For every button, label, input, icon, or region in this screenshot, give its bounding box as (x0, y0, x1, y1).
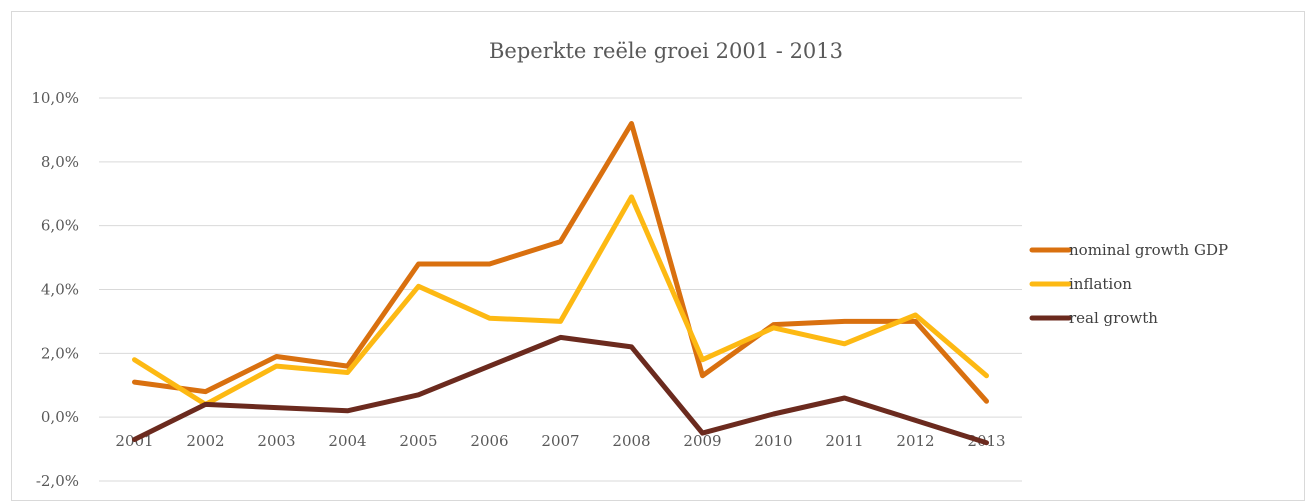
legend-label: nominal growth GDP (1069, 241, 1228, 259)
legend-label: real growth (1069, 309, 1158, 327)
series-line-1 (132, 194, 989, 407)
x-tick-label: 2005 (399, 432, 437, 450)
y-tick-label: -2,0% (36, 472, 79, 490)
x-tick-label: 2010 (754, 432, 792, 450)
x-tick-label: 2009 (683, 432, 721, 450)
gridlines (99, 97, 1022, 482)
series-lines (132, 121, 989, 446)
y-tick-label: 8,0% (41, 153, 79, 171)
x-axis-ticks: 2001 2002 2003 2004 2005 2006 2007 2008 2009 2010… (115, 432, 1005, 450)
x-tick-label: 2006 (470, 432, 508, 450)
x-tick-label: 2011 (825, 432, 863, 450)
series-line-2 (132, 334, 989, 446)
chart-title: Beperkte reële groei 2001 - 2013 (489, 39, 843, 63)
legend-label: inflation (1069, 275, 1132, 293)
y-axis-ticks: -2,0% 0,0% 2,0% 4,0% 6,0% 8,0% 10,0% (31, 89, 79, 490)
y-tick-label: 2,0% (41, 344, 79, 362)
x-tick-label: 2012 (896, 432, 934, 450)
x-tick-label: 2003 (257, 432, 295, 450)
x-tick-label: 2002 (186, 432, 224, 450)
y-tick-label: 6,0% (41, 217, 79, 235)
x-tick-label: 2007 (541, 432, 579, 450)
legend: nominal growth GDP inflation real growth (1029, 241, 1228, 327)
y-tick-label: 4,0% (41, 281, 79, 299)
series-line-0 (132, 121, 989, 404)
x-tick-label: 2004 (328, 432, 366, 450)
y-tick-label: 0,0% (41, 408, 79, 426)
x-tick-label: 2008 (612, 432, 650, 450)
y-tick-label: 10,0% (31, 89, 79, 107)
